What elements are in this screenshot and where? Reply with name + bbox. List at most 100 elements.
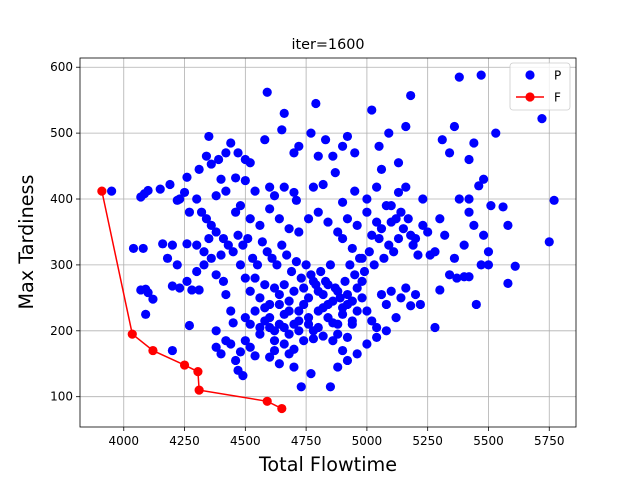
- series-p-point: [406, 301, 416, 311]
- series-p-point: [337, 197, 348, 207]
- series-p-point: [308, 182, 319, 192]
- series-p-point: [318, 331, 328, 341]
- series-p-point: [376, 289, 387, 300]
- grid: [80, 58, 576, 427]
- series-p-point: [245, 214, 255, 224]
- series-p-point: [265, 313, 275, 323]
- series-p-point: [255, 322, 265, 333]
- series-p-point: [284, 224, 294, 234]
- series-p-point: [192, 266, 202, 277]
- series-p-point: [274, 214, 284, 224]
- series-p-point: [303, 319, 314, 329]
- series-p-point: [231, 173, 241, 183]
- series-p-point: [410, 289, 421, 300]
- series-p-point: [194, 285, 204, 295]
- series-p-point: [396, 207, 406, 217]
- ticks: 4000 4250 4500 4750 5000 5250 5500 5750 100 200 30…: [50, 60, 564, 448]
- series-p-point: [216, 349, 226, 359]
- series-p-point: [165, 179, 175, 190]
- series-p-point: [211, 342, 221, 352]
- series-p-point: [240, 336, 250, 346]
- series-p-point: [486, 201, 496, 211]
- series-p-point: [452, 273, 462, 283]
- series-p-point: [357, 293, 367, 303]
- series-p-point: [223, 240, 233, 250]
- series-p-point: [340, 276, 350, 286]
- series-p-point: [318, 179, 328, 190]
- series-p-point: [469, 138, 479, 148]
- series-p-point: [389, 247, 399, 257]
- series-p-point: [218, 233, 229, 244]
- y-tick-label: 300: [50, 258, 73, 272]
- series-p-point: [250, 351, 260, 361]
- series-p-point: [342, 355, 353, 366]
- series-p-point: [294, 326, 304, 336]
- series-p-point: [250, 273, 260, 283]
- series-p-point: [143, 287, 153, 298]
- series-p-point: [226, 138, 236, 148]
- series-p-point: [199, 247, 209, 257]
- series-p-point: [444, 148, 455, 158]
- x-tick-label: 4250: [169, 434, 200, 448]
- series-p-point: [352, 349, 362, 359]
- series-p-point: [418, 220, 428, 230]
- series-p-point: [289, 148, 299, 158]
- series-p-point: [350, 148, 360, 158]
- series-p-point: [250, 186, 260, 196]
- series-p-point: [245, 319, 255, 329]
- series-p-point: [299, 336, 309, 346]
- series-p-point: [503, 220, 513, 230]
- series-p-point: [284, 329, 294, 339]
- series-p-point: [483, 260, 494, 270]
- series-p-point: [211, 326, 221, 336]
- series-p-point: [333, 319, 343, 329]
- series-p-point: [464, 207, 474, 217]
- series-p-point: [201, 151, 212, 161]
- series-p-point: [204, 233, 214, 244]
- series-p-point: [393, 158, 404, 168]
- series-p-point: [376, 164, 387, 174]
- series-p-point: [192, 194, 202, 204]
- series-p-point: [396, 293, 406, 303]
- series-p-point: [503, 278, 513, 288]
- series-p-point: [474, 181, 484, 191]
- series-p-point: [238, 240, 248, 250]
- series-p-point: [238, 371, 248, 381]
- series-p-point: [289, 286, 299, 296]
- series-p-point: [158, 239, 168, 249]
- x-tick-label: 4750: [291, 434, 322, 448]
- series-p-point: [454, 194, 464, 204]
- series-p-point: [337, 309, 348, 319]
- series-p-point: [213, 154, 224, 165]
- series-p-point: [107, 186, 117, 196]
- series-p-point: [384, 240, 394, 250]
- series-p-point: [167, 281, 177, 291]
- series-p-point: [479, 174, 489, 184]
- series-p-point: [342, 299, 353, 310]
- series-p-point: [372, 332, 382, 342]
- series-p-point: [403, 214, 413, 224]
- series-p-point: [364, 247, 374, 257]
- series-p-point: [250, 306, 260, 316]
- series-p-point: [228, 247, 238, 257]
- series-p-point: [347, 243, 357, 254]
- series-p-point: [162, 253, 173, 263]
- series-p-point: [257, 237, 267, 247]
- series-p-point: [269, 191, 280, 201]
- series-p-point: [423, 227, 433, 237]
- series-p-point: [240, 313, 250, 323]
- series-p-point: [255, 293, 265, 303]
- series-p-point: [235, 347, 246, 357]
- series-p-point: [211, 191, 221, 201]
- series-p-point: [260, 303, 270, 313]
- series-p-point: [347, 316, 357, 326]
- series-p-point: [359, 266, 370, 277]
- legend-f-label: F: [554, 91, 561, 105]
- series-p-point: [248, 253, 258, 263]
- series-p-point: [413, 250, 423, 260]
- series-p-point: [476, 260, 486, 270]
- series-p-point: [199, 260, 209, 270]
- series-p-point: [350, 270, 360, 280]
- series-p-point: [269, 336, 280, 346]
- series-p-point: [260, 280, 270, 290]
